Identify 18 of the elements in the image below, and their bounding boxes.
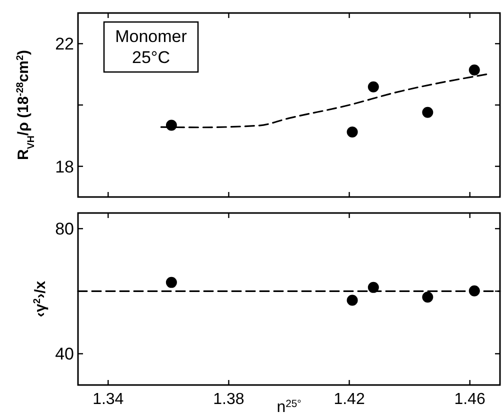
y-tick-label: 22 — [55, 34, 74, 54]
point — [346, 126, 358, 138]
point — [166, 276, 177, 288]
x-axis-title: n$^{25°}$ — [276, 398, 302, 416]
x-tick-label: 1.42 — [334, 391, 365, 408]
point — [368, 81, 379, 92]
point — [368, 282, 379, 293]
y-tick-label: 40 — [55, 344, 74, 364]
point — [468, 64, 480, 76]
y-tick-label: 80 — [55, 220, 74, 239]
x-tick-label: 1.46 — [454, 391, 486, 408]
y-tick-label: 18 — [55, 157, 74, 176]
point — [346, 294, 358, 306]
x-tick-label: 1.38 — [213, 391, 244, 408]
point — [422, 106, 434, 118]
annotation: Monomer 25°C — [115, 27, 188, 67]
point — [422, 292, 434, 303]
x-tick-label: 1.34 — [92, 391, 124, 408]
